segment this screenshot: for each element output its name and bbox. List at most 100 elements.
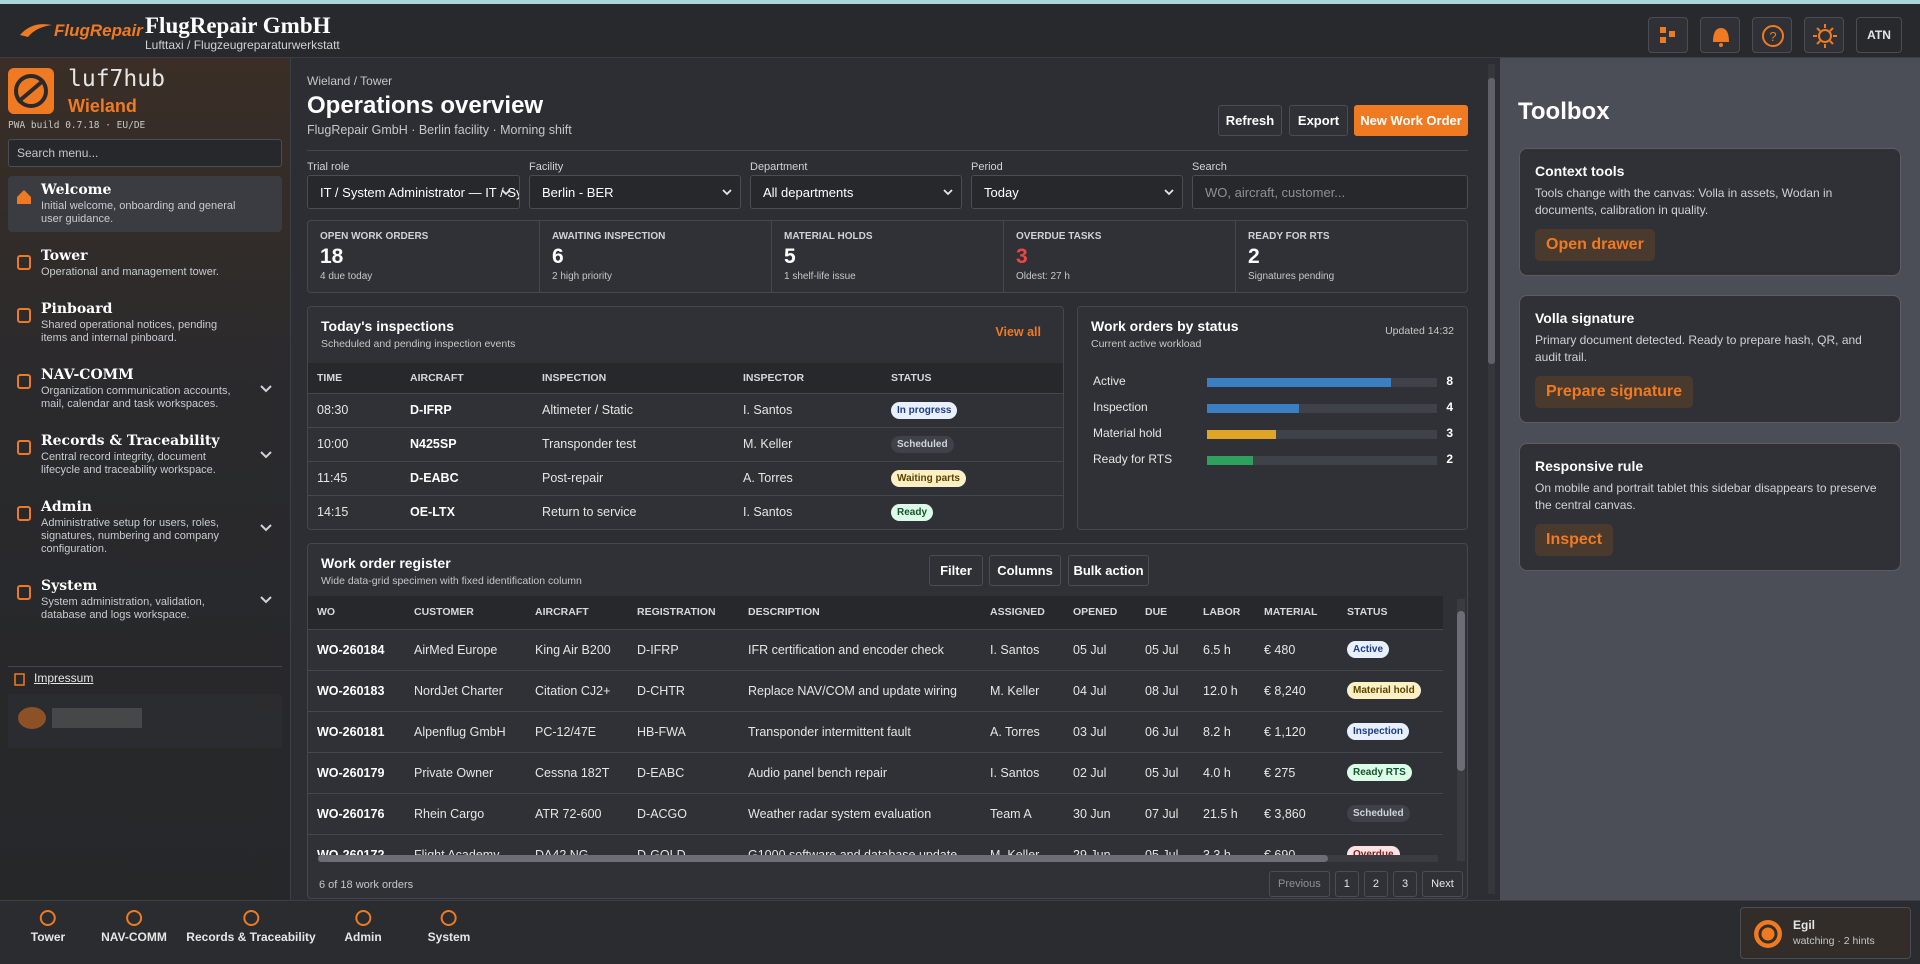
table-row[interactable]: WO-260179 Private Owner Cessna 182T D-EABC A… [308,751,1443,793]
tool-card-action[interactable]: Inspect [1535,524,1614,556]
table-cell: 08 Jul [1136,669,1194,711]
assistant-widget[interactable]: Egil watching · 2 hints [1740,907,1911,959]
divider [307,150,1468,151]
menu-item[interactable]: Records & Traceability Central record int… [8,427,282,483]
tool-card: Volla signature Primary document detected… [1519,295,1901,423]
header-icon-button[interactable]: ? [1752,17,1792,53]
table-row[interactable]: WO-260181 Alpenflug GmbH PC-12/47E HB-FWA Tr… [308,710,1443,752]
select-chevron [1164,189,1174,196]
kpi-value: 2 [1248,245,1260,268]
action-button[interactable]: Refresh [1218,105,1282,136]
status-badge: In progress [891,401,958,419]
table-row[interactable]: 08:30 D-IFRP Altimeter / Static I. Santos In… [308,392,1063,427]
action-button[interactable]: Export [1289,105,1348,136]
filter-select[interactable]: Berlin - BER [529,175,741,209]
menu-item[interactable]: Tower Operational and management tower. [8,242,282,285]
kpi-note: 1 shelf-life issue [784,271,856,282]
bottom-nav-label: Admin [344,930,382,944]
menu-description: Shared operational notices, pending item… [41,319,218,344]
table-cell: WO-260172 [308,833,405,858]
menu-item[interactable]: Pinboard Shared operational notices, pend… [8,295,282,351]
bar-track [1207,404,1437,413]
status-cell: Ready [882,494,1063,529]
bottom-nav-item[interactable]: Admin [344,909,382,944]
bar-track [1207,378,1437,387]
tool-card-action[interactable]: Prepare signature [1535,376,1694,408]
user-button[interactable]: ATN [1856,17,1902,53]
kpi-label: MATERIAL HOLDS [784,231,873,242]
status-badge: Scheduled [891,435,954,453]
menu-label: NAV-COMM [41,367,134,383]
page-button[interactable]: 1 [1334,871,1359,897]
action-button[interactable]: New Work Order [1354,105,1468,136]
menu-label: Welcome [41,182,112,198]
tool-card-action[interactable]: Open drawer [1535,229,1655,261]
toolbar-button[interactable]: Bulk action [1068,555,1149,586]
impressum-link[interactable]: Impressum [34,671,94,685]
table-row[interactable]: 10:00 N425SP Transponder test M. Keller Sche… [308,426,1063,461]
tool-card-title: Volla signature [1535,310,1635,326]
page-button[interactable]: Previous [1269,871,1330,897]
table-cell: A. Torres [981,710,1064,752]
page-button[interactable]: 2 [1363,871,1389,897]
table-cell: 10:00 [308,426,401,461]
chevron [260,451,272,459]
kpi-label: OPEN WORK ORDERS [320,231,429,242]
footer-logo [8,694,282,748]
table-row[interactable]: WO-260184 AirMed Europe King Air B200 D-IFR… [308,628,1443,670]
column-header: ASSIGNED [981,596,1064,629]
kpi-note: Oldest: 27 h [1016,271,1070,282]
search-input[interactable]: WO, aircraft, customer... [1192,175,1468,209]
table-row[interactable]: WO-260176 Rhein Cargo ATR 72-600 D-ACGO Weat… [308,792,1443,834]
table-cell: D-EABC [628,751,739,793]
bottom-nav-label: NAV-COMM [101,930,167,944]
breadcrumb-item[interactable]: Tower [360,74,393,88]
menu-icon [17,255,31,270]
status-badge: Material hold [1347,682,1421,699]
header-icon-button[interactable] [1700,17,1740,53]
bar [1207,456,1253,465]
menu-search[interactable]: Search menu... [8,139,282,167]
menu-item[interactable]: Admin Administrative setup for users, rol… [8,493,282,562]
footer-logo-mark [18,707,142,729]
filter-select[interactable]: All departments [750,175,962,209]
header-icon-button[interactable] [1804,17,1844,53]
toolbar-button[interactable]: Filter [929,555,983,586]
table-row[interactable]: WO-260172 Flight Academy DA42 NG D-GOLD G100… [308,833,1443,858]
kpi-note: Signatures pending [1248,271,1335,282]
scroll-thumb [1457,611,1465,771]
bottom-nav-item[interactable]: Tower [31,909,65,944]
bar [1207,404,1299,413]
view-all-link[interactable]: View all [995,325,1041,339]
filter-select[interactable]: Today [971,175,1183,209]
page-button[interactable]: Next [1422,871,1463,897]
table-row[interactable]: WO-260183 NordJet Charter Citation CJ2+ D-C… [308,669,1443,711]
kpi-card: AWAITING INSPECTION 6 2 high priority [540,221,772,292]
table-row[interactable]: 11:45 D-EABC Post-repair A. Torres Waiting p… [308,460,1063,495]
bottom-nav-item[interactable]: System [428,909,470,944]
main-content: Wieland / Tower Operations overview FlugRe… [307,74,1495,899]
status-cell: In progress [882,392,1063,427]
table-cell: PC-12/47E [526,710,628,752]
menu-icon [17,440,31,455]
toolbar-button[interactable]: Columns [989,555,1061,586]
menu-item[interactable]: System System administration, validation,… [8,572,282,628]
category-label: Ready for RTS [1093,452,1173,466]
breadcrumb-item[interactable]: Wieland [307,74,351,88]
table-cell: Team A [981,792,1064,834]
bottom-nav-item[interactable]: NAV-COMM [101,909,167,944]
tool-card-title: Context tools [1535,163,1625,179]
category-label: Material hold [1093,426,1162,440]
select-chevron [722,189,732,196]
kpi-card: OPEN WORK ORDERS 18 4 due today [308,221,540,292]
menu-item[interactable]: NAV-COMM Organization communication accou… [8,361,282,417]
table-cell: I. Santos [981,751,1064,793]
table-cell: D-GOLD [628,833,739,858]
bottom-nav-item[interactable]: Records & Traceability [186,909,316,944]
table-cell: Alpenflug GmbH [405,710,526,752]
filter-select[interactable]: IT / System Administrator — IT / System [307,175,520,209]
menu-item[interactable]: Welcome Initial welcome, onboarding and g… [8,176,282,232]
page-button[interactable]: 3 [1393,871,1418,897]
header-icon-button[interactable] [1648,17,1688,53]
table-row[interactable]: 14:15 OE-LTX Return to service I. Santos Rea… [308,494,1063,529]
